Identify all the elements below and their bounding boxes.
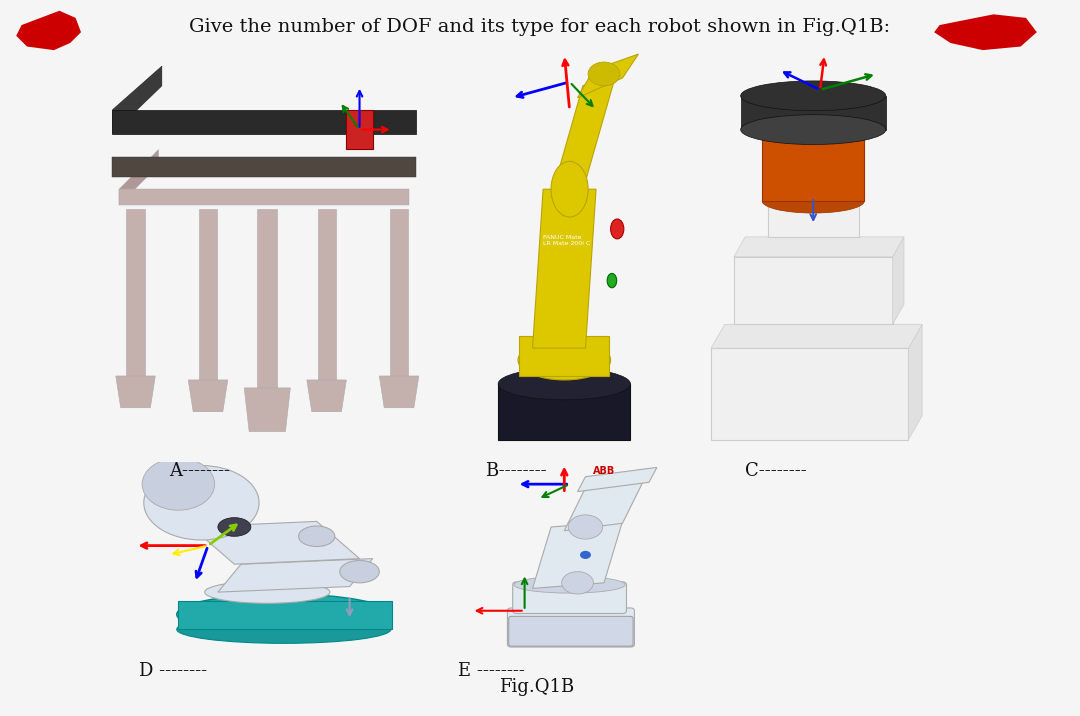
Ellipse shape <box>177 594 391 635</box>
Circle shape <box>607 274 617 288</box>
Polygon shape <box>188 380 228 412</box>
Polygon shape <box>244 388 291 432</box>
Ellipse shape <box>741 81 886 111</box>
Circle shape <box>340 561 379 583</box>
Polygon shape <box>379 376 419 408</box>
Ellipse shape <box>518 340 610 380</box>
Text: FANUC Mate
LR Mate 200i C: FANUC Mate LR Mate 200i C <box>543 236 591 246</box>
Ellipse shape <box>177 616 391 643</box>
Polygon shape <box>532 521 622 589</box>
Polygon shape <box>551 70 618 197</box>
Circle shape <box>551 161 589 217</box>
Polygon shape <box>712 324 922 348</box>
Polygon shape <box>768 201 859 237</box>
Circle shape <box>298 526 335 546</box>
Ellipse shape <box>514 576 625 593</box>
Polygon shape <box>191 521 360 564</box>
FancyBboxPatch shape <box>126 209 145 376</box>
Polygon shape <box>712 348 908 440</box>
Text: C--------: C-------- <box>744 462 807 480</box>
Text: Give the number of DOF and its type for each robot shown in Fig.Q1B:: Give the number of DOF and its type for … <box>189 18 891 36</box>
Polygon shape <box>908 324 922 440</box>
Polygon shape <box>734 257 892 324</box>
Polygon shape <box>119 189 409 205</box>
Text: D --------: D -------- <box>138 662 207 680</box>
Text: A--------: A-------- <box>170 462 230 480</box>
Ellipse shape <box>144 465 259 540</box>
FancyBboxPatch shape <box>741 96 886 130</box>
Polygon shape <box>892 237 904 324</box>
FancyBboxPatch shape <box>347 110 373 150</box>
Ellipse shape <box>143 458 215 511</box>
FancyBboxPatch shape <box>178 601 392 629</box>
Polygon shape <box>119 150 159 205</box>
Polygon shape <box>112 158 416 178</box>
Polygon shape <box>532 189 596 348</box>
FancyBboxPatch shape <box>390 209 408 376</box>
FancyBboxPatch shape <box>509 616 633 646</box>
Ellipse shape <box>762 116 864 143</box>
Polygon shape <box>112 110 416 134</box>
Ellipse shape <box>205 581 329 604</box>
FancyBboxPatch shape <box>318 209 336 380</box>
FancyBboxPatch shape <box>257 209 278 388</box>
Ellipse shape <box>589 62 620 86</box>
Polygon shape <box>564 480 644 531</box>
FancyBboxPatch shape <box>762 130 864 201</box>
Polygon shape <box>307 380 347 412</box>
Polygon shape <box>116 376 156 408</box>
FancyBboxPatch shape <box>508 608 634 647</box>
Polygon shape <box>578 54 638 98</box>
FancyBboxPatch shape <box>519 337 609 376</box>
Ellipse shape <box>741 115 886 145</box>
Circle shape <box>610 219 624 239</box>
Ellipse shape <box>762 189 864 213</box>
Polygon shape <box>112 66 162 134</box>
FancyBboxPatch shape <box>513 582 626 614</box>
Circle shape <box>568 515 603 539</box>
Text: Fig.Q1B: Fig.Q1B <box>499 678 575 696</box>
Polygon shape <box>734 237 904 257</box>
Circle shape <box>581 551 591 558</box>
Polygon shape <box>578 468 657 492</box>
Polygon shape <box>498 384 631 440</box>
Polygon shape <box>218 558 373 592</box>
Text: B--------: B-------- <box>485 462 548 480</box>
FancyBboxPatch shape <box>199 209 217 380</box>
Text: E --------: E -------- <box>458 662 525 680</box>
Text: ABB: ABB <box>593 466 616 476</box>
Circle shape <box>218 518 251 536</box>
Circle shape <box>562 571 593 594</box>
Ellipse shape <box>498 368 631 400</box>
